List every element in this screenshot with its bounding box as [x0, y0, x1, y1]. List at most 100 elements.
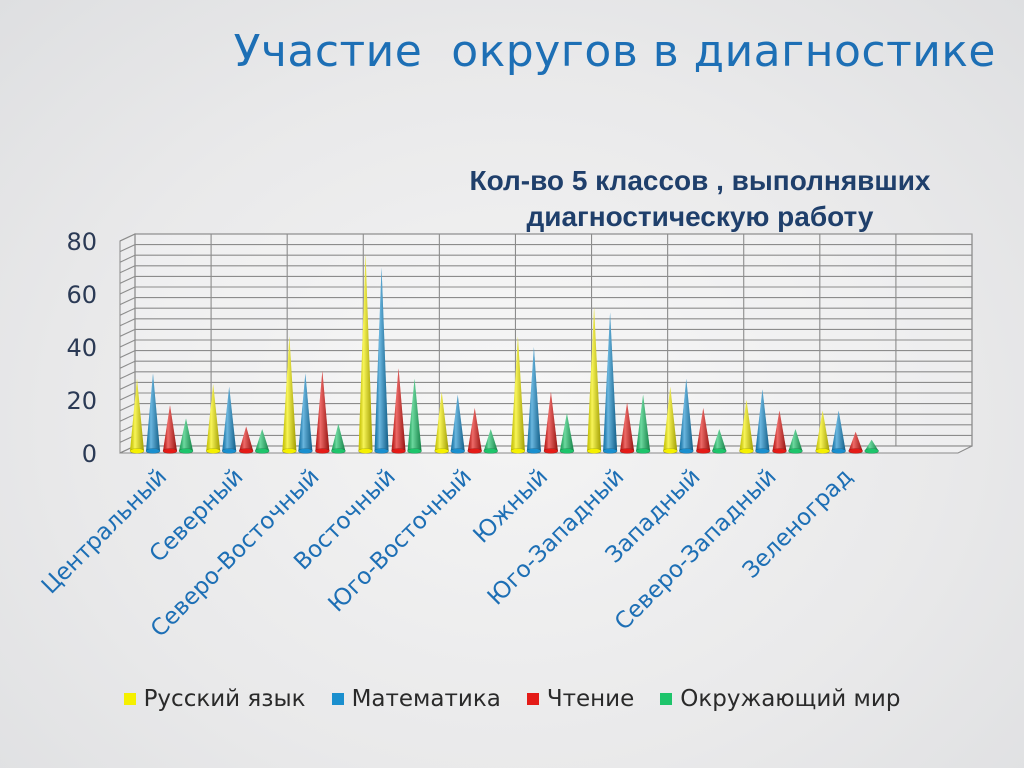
- cone-base: [772, 448, 787, 454]
- gridline-side: [119, 233, 136, 242]
- cone-bar-shade: [282, 336, 297, 451]
- cone-base: [848, 448, 863, 454]
- cone-bar-shade: [788, 429, 803, 451]
- gridline-side: [119, 318, 136, 327]
- gridline-side: [119, 339, 136, 348]
- cone-base: [391, 448, 406, 454]
- cone-base: [815, 448, 830, 454]
- cone-base: [205, 448, 221, 454]
- gridline-side: [119, 371, 136, 380]
- chart-title: Кол-во 5 классов , выполнявших диагности…: [380, 163, 1020, 235]
- cone-bar-shade: [679, 378, 694, 451]
- cone-base: [282, 448, 297, 454]
- x-category-label: Центральный: [37, 464, 172, 599]
- cone-base: [635, 448, 651, 454]
- cone-base: [788, 448, 803, 454]
- cone-bar-shade: [831, 410, 846, 451]
- y-tick-label: 20: [66, 387, 97, 415]
- cone-base: [586, 448, 602, 454]
- cone-bar-shade: [315, 370, 330, 451]
- gridline-side: [119, 392, 136, 401]
- legend-item-math: Математика: [331, 686, 501, 712]
- legend-item-reading: Чтение: [526, 686, 635, 712]
- cone-base: [407, 448, 422, 454]
- cone-bar-shade: [864, 439, 879, 451]
- cone-bar-shade: [358, 254, 373, 451]
- cone-base: [315, 448, 330, 454]
- cone-base: [864, 448, 879, 454]
- cone-base: [831, 448, 846, 454]
- cone-bar-shade: [510, 336, 525, 451]
- cone-base: [695, 448, 711, 454]
- cone-bar-shade: [163, 405, 177, 451]
- cone-base: [331, 448, 346, 454]
- cone-base: [526, 448, 542, 454]
- gridline-side: [119, 328, 136, 337]
- cone-bar-shade: [179, 418, 193, 451]
- cone-bar-shade: [450, 394, 465, 451]
- cone-base: [510, 448, 526, 454]
- cone-base: [467, 448, 483, 454]
- cone-bar-shade: [526, 347, 541, 451]
- cone-base: [619, 448, 635, 454]
- cone-bar-shade: [374, 267, 389, 451]
- slide-title: Участие округов в диагностике: [233, 26, 996, 77]
- cone-base: [298, 448, 313, 454]
- x-category-label: Юго-Восточный: [324, 464, 477, 617]
- cone-base: [434, 448, 450, 454]
- cone-base: [221, 448, 237, 454]
- cone-bar-shade: [130, 378, 144, 451]
- cone-bar-shade: [255, 429, 270, 451]
- cone-base: [662, 448, 678, 454]
- legend-swatch-reading: [526, 693, 539, 705]
- cone-bar-shade: [587, 307, 602, 451]
- cone-base: [254, 448, 270, 454]
- cone-bar-shade: [391, 368, 406, 451]
- cone-base: [559, 448, 575, 454]
- gridline-side: [119, 403, 136, 412]
- cone-bar-shade: [222, 386, 237, 451]
- legend-swatch-russian: [123, 693, 136, 705]
- y-tick-label: 40: [66, 334, 97, 362]
- cone-base: [238, 448, 254, 454]
- legend-item-world: Окружающий мир: [660, 686, 900, 712]
- gridline-side: [119, 254, 136, 263]
- cone-bar-shade: [206, 384, 221, 451]
- cone-base: [162, 448, 178, 454]
- cone-base: [450, 448, 466, 454]
- gridline-side: [119, 307, 136, 316]
- cone-bar-shade: [636, 394, 651, 451]
- legend-item-russian: Русский язык: [123, 686, 306, 712]
- y-tick-label: 60: [66, 281, 97, 309]
- gridline-side: [119, 350, 136, 359]
- cone-bar-shade: [712, 429, 727, 451]
- cone-bar-shade: [815, 410, 830, 451]
- cone-base: [755, 448, 770, 454]
- cone-base: [739, 448, 754, 454]
- gridline-side: [119, 381, 136, 390]
- cone-bar-shade: [772, 410, 787, 451]
- cone-bar-shade: [603, 312, 618, 451]
- cone-bar-shade: [543, 392, 558, 451]
- chart-title-line-1: Кол-во 5 классов , выполнявших: [469, 165, 931, 196]
- cone-base: [678, 448, 694, 454]
- cone-base: [543, 448, 559, 454]
- legend-swatch-math: [331, 693, 344, 705]
- cone-base: [358, 448, 373, 454]
- cone-bar-shade: [559, 413, 574, 451]
- legend-label-reading: Чтение: [546, 686, 635, 712]
- gridline-side: [119, 297, 136, 306]
- chart-title-line-2: диагностическую работу: [526, 201, 874, 232]
- cone-base: [711, 448, 727, 454]
- cone-base: [129, 448, 145, 454]
- gridline-side: [119, 286, 136, 295]
- gridline-side: [119, 360, 136, 369]
- cone-bar-shade: [483, 429, 498, 451]
- cone-bar-shade: [434, 392, 449, 451]
- cone-base: [483, 448, 499, 454]
- x-category-label: Юго-Западный: [483, 464, 630, 611]
- cone-bar-shade: [146, 373, 160, 451]
- cone-base: [178, 448, 194, 454]
- cone-bar-shade: [298, 373, 313, 451]
